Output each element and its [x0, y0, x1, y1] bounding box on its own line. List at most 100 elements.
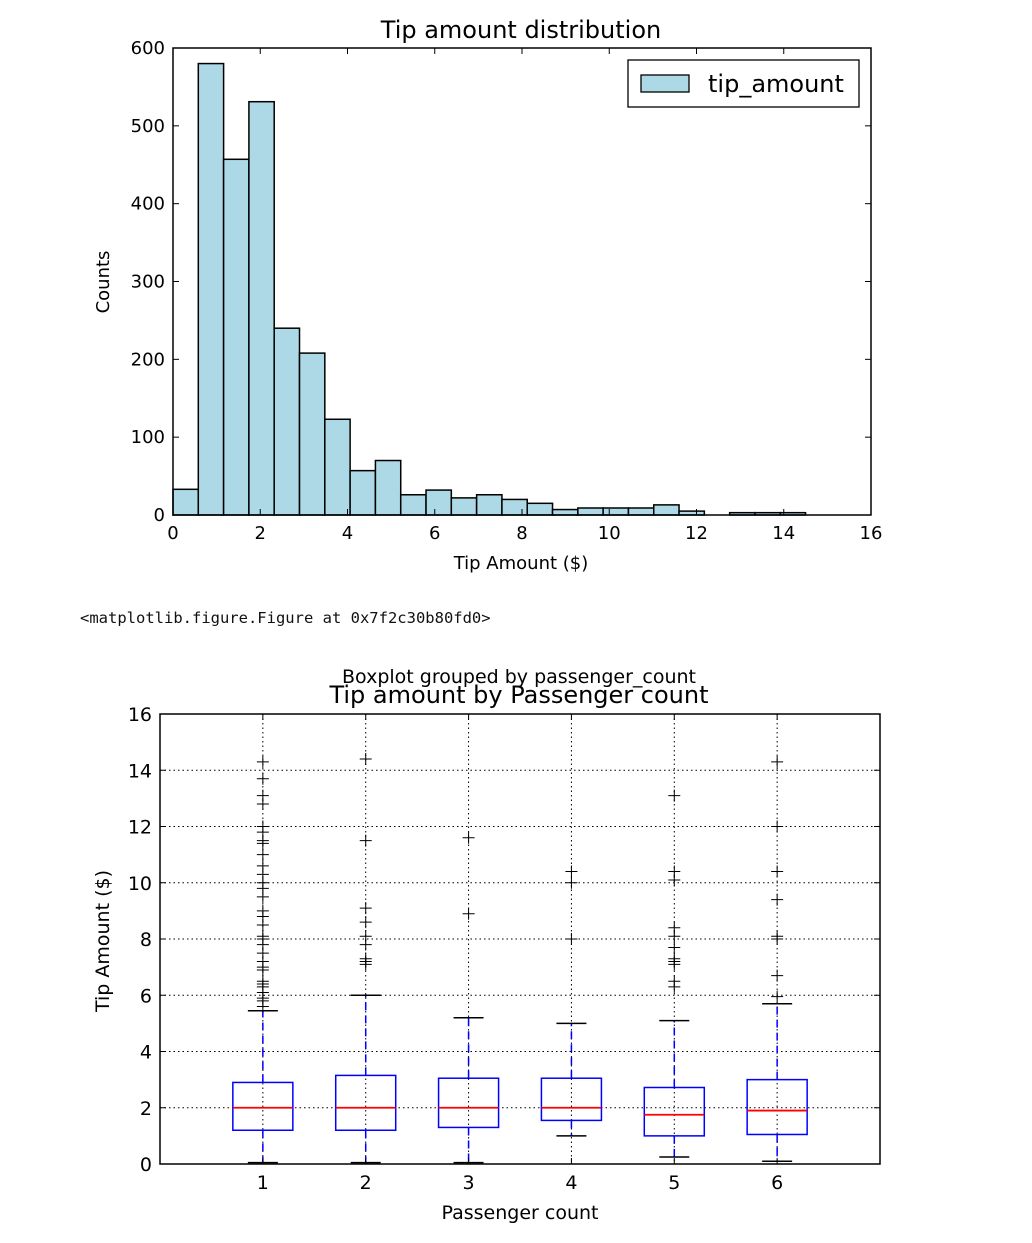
- histogram-chart: Tip amount distribution 0 2 4 6 8 10 12 14 16 0 1…: [93, 16, 882, 574]
- outlier-marker: [668, 941, 681, 954]
- outlier-marker: [565, 865, 578, 878]
- histogram-x-axis-label: Tip Amount ($): [453, 553, 589, 574]
- histogram-bar: [298, 352, 326, 516]
- x-tick-label: 2: [360, 1172, 372, 1194]
- histogram-bar: [172, 488, 200, 516]
- histogram-bar: [324, 418, 351, 516]
- outlier-marker: [256, 859, 269, 872]
- box-iqr: [746, 1078, 808, 1136]
- histogram-bars: [172, 62, 807, 516]
- x-tick-label: 14: [772, 523, 795, 544]
- histogram-bar: [374, 459, 402, 516]
- histogram-bar: [652, 504, 680, 516]
- x-tick-label: 3: [463, 1172, 475, 1194]
- outlier-marker: [771, 969, 784, 982]
- boxplot-group-1: [232, 755, 294, 1164]
- outlier-marker: [771, 930, 784, 943]
- outlier-marker: [256, 930, 269, 943]
- boxplot-group-5: [643, 789, 706, 1158]
- boxplot-group-6: [746, 755, 808, 1162]
- y-tick-label: 4: [140, 1042, 152, 1064]
- box-iqr: [232, 1081, 294, 1131]
- boxplot-group-4: [540, 865, 603, 1137]
- x-tick-label: 4: [342, 523, 353, 544]
- x-tick-label: 0: [167, 523, 178, 544]
- histogram-bar: [349, 469, 377, 516]
- x-tick-label: 10: [598, 523, 621, 544]
- histogram-bar: [501, 498, 528, 516]
- histogram-bar: [450, 497, 478, 516]
- outlier-marker: [359, 930, 372, 943]
- y-tick-label: 10: [128, 873, 152, 895]
- y-tick-label: 16: [128, 704, 152, 726]
- boxplot-x-axis-label: Passenger count: [442, 1202, 599, 1224]
- histogram-bar: [425, 489, 453, 516]
- outlier-marker: [359, 916, 372, 929]
- histogram-bar: [526, 502, 554, 516]
- histogram-title: Tip amount distribution: [380, 16, 661, 44]
- box-iqr: [643, 1086, 706, 1137]
- y-tick-label: 8: [140, 929, 152, 951]
- histogram-bar: [475, 494, 503, 516]
- box-iqr: [540, 1077, 603, 1122]
- y-tick-label: 6: [140, 985, 152, 1007]
- boxplot-y-axis-label: Tip Amount ($): [92, 870, 114, 1013]
- y-tick-label: 200: [131, 349, 165, 370]
- x-tick-label: 5: [668, 1172, 680, 1194]
- outlier-marker: [771, 990, 784, 1003]
- y-tick-label: 2: [140, 1098, 152, 1120]
- outlier-marker: [359, 952, 372, 965]
- x-tick-label: 16: [860, 523, 883, 544]
- histogram-bar: [551, 508, 579, 516]
- outlier-marker: [565, 876, 578, 889]
- x-tick-label: 6: [771, 1172, 783, 1194]
- box-iqr: [334, 1074, 397, 1131]
- outlier-marker: [359, 834, 372, 847]
- y-tick-label: 500: [131, 116, 165, 137]
- outlier-marker: [668, 952, 681, 965]
- figure-output-text: <matplotlib.figure.Figure at 0x7f2c30b80…: [80, 609, 491, 627]
- y-tick-label: 14: [128, 760, 152, 782]
- boxplot-title: Tip amount by Passenger count: [328, 681, 708, 709]
- x-tick-label: 2: [255, 523, 266, 544]
- histogram-legend: tip_amount: [627, 59, 860, 108]
- boxplot-suptitle: Boxplot grouped by passenger_count: [342, 666, 696, 688]
- outlier-marker: [668, 865, 681, 878]
- y-tick-label: 600: [131, 38, 165, 59]
- histogram-bar: [248, 100, 275, 516]
- outlier-marker: [256, 820, 269, 833]
- legend-label-tip-amount: tip_amount: [708, 70, 844, 98]
- histogram-bar: [273, 327, 301, 516]
- outlier-marker: [462, 907, 475, 920]
- box-iqr: [437, 1077, 500, 1129]
- histogram-bar: [577, 507, 604, 516]
- legend-swatch: [640, 74, 690, 93]
- boxplot-x-ticks: 1 2 3 4 5 6: [257, 714, 783, 1194]
- histogram-x-ticks: 0 2 4 6 8 10 12 14 16: [167, 48, 882, 544]
- y-tick-label: 100: [131, 427, 165, 448]
- x-tick-label: 8: [516, 523, 527, 544]
- y-tick-label: 400: [131, 194, 165, 215]
- outlier-marker: [565, 933, 578, 945]
- y-tick-label: 0: [154, 505, 165, 526]
- outlier-marker: [771, 755, 784, 768]
- boxplot-y-ticks: 0 2 4 6 8 10 12 14 16: [128, 704, 880, 1176]
- outlier-marker: [668, 789, 681, 802]
- outlier-marker: [771, 820, 784, 833]
- outlier-marker: [256, 755, 269, 768]
- outlier-marker: [256, 975, 269, 988]
- outlier-marker: [256, 789, 269, 802]
- histogram-y-axis-label: Counts: [93, 251, 114, 314]
- boxplot-group-3: [437, 831, 500, 1164]
- y-tick-label: 300: [131, 272, 165, 293]
- boxplot-chart: Boxplot grouped by passenger_count Tip a…: [92, 666, 881, 1224]
- x-tick-label: 4: [565, 1172, 577, 1194]
- outlier-marker: [359, 753, 372, 765]
- outlier-marker: [256, 772, 269, 785]
- histogram-y-ticks: 0 100 200 300 400 500 600: [131, 38, 871, 526]
- histogram-bar: [602, 507, 630, 516]
- y-tick-label: 12: [128, 817, 152, 839]
- histogram-bar: [627, 507, 655, 516]
- outlier-marker: [256, 848, 269, 861]
- outlier-marker: [668, 975, 681, 988]
